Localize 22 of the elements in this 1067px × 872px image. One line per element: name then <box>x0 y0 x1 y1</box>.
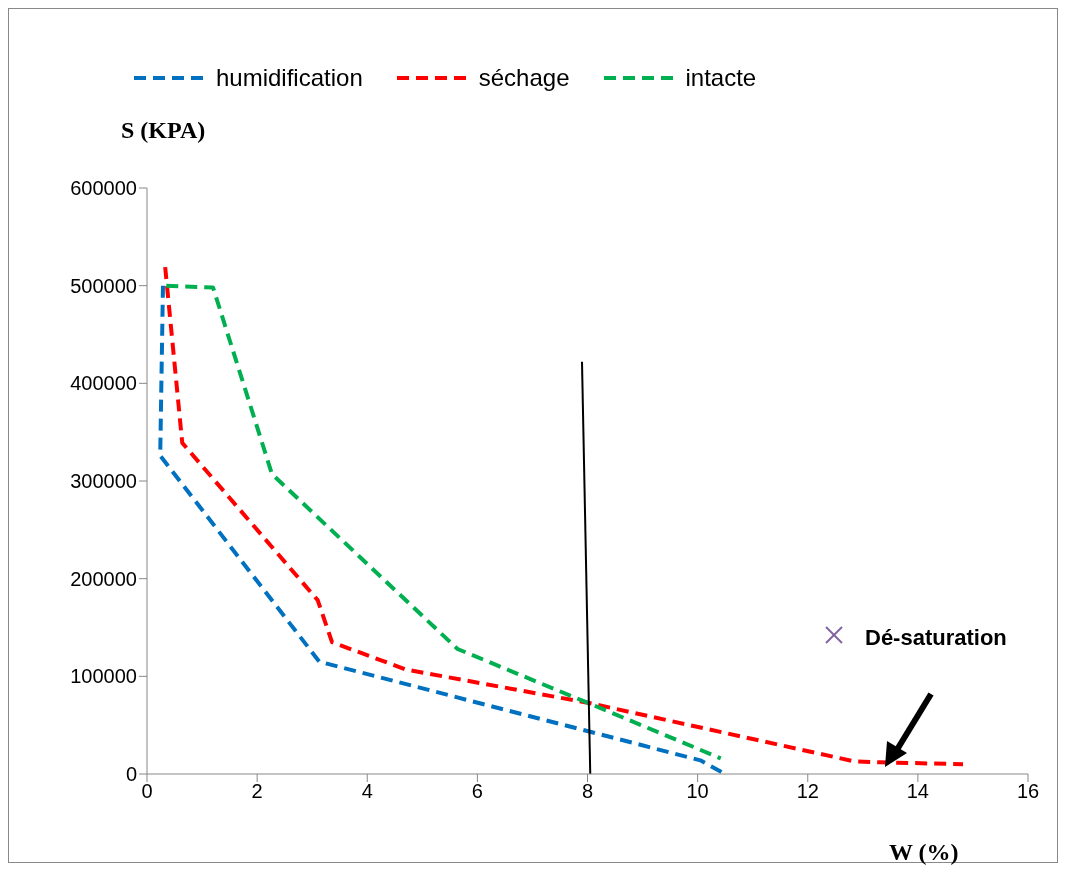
legend-label: séchage <box>478 64 570 92</box>
x-tick-label: 4 <box>361 780 373 803</box>
x-tick-label: 8 <box>581 780 594 803</box>
y-tick-label: 300000 <box>70 470 137 493</box>
x-tick-label: 2 <box>251 780 263 803</box>
x-tick-label: 0 <box>141 780 153 803</box>
y-tick-label: 600000 <box>70 177 137 200</box>
x-axis-title: W (%) <box>889 839 959 866</box>
y-tick-label: 0 <box>125 763 137 786</box>
legend-label: humidification <box>216 64 363 92</box>
y-axis-title: S (KPA) <box>121 117 206 144</box>
x-tick-label: 14 <box>906 780 929 803</box>
x-tick-label: 16 <box>1016 780 1040 803</box>
y-tick-label: 100000 <box>70 665 137 688</box>
annotation: Dé-saturation <box>865 625 1007 651</box>
x-tick-label: 12 <box>796 780 819 803</box>
x-tick-label: 10 <box>686 780 709 803</box>
y-tick-label: 200000 <box>70 567 137 590</box>
legend-label: intacte <box>685 64 757 92</box>
x-tick-label: 6 <box>471 780 483 803</box>
y-tick-label: 500000 <box>70 274 137 297</box>
y-tick-label: 400000 <box>70 372 137 395</box>
